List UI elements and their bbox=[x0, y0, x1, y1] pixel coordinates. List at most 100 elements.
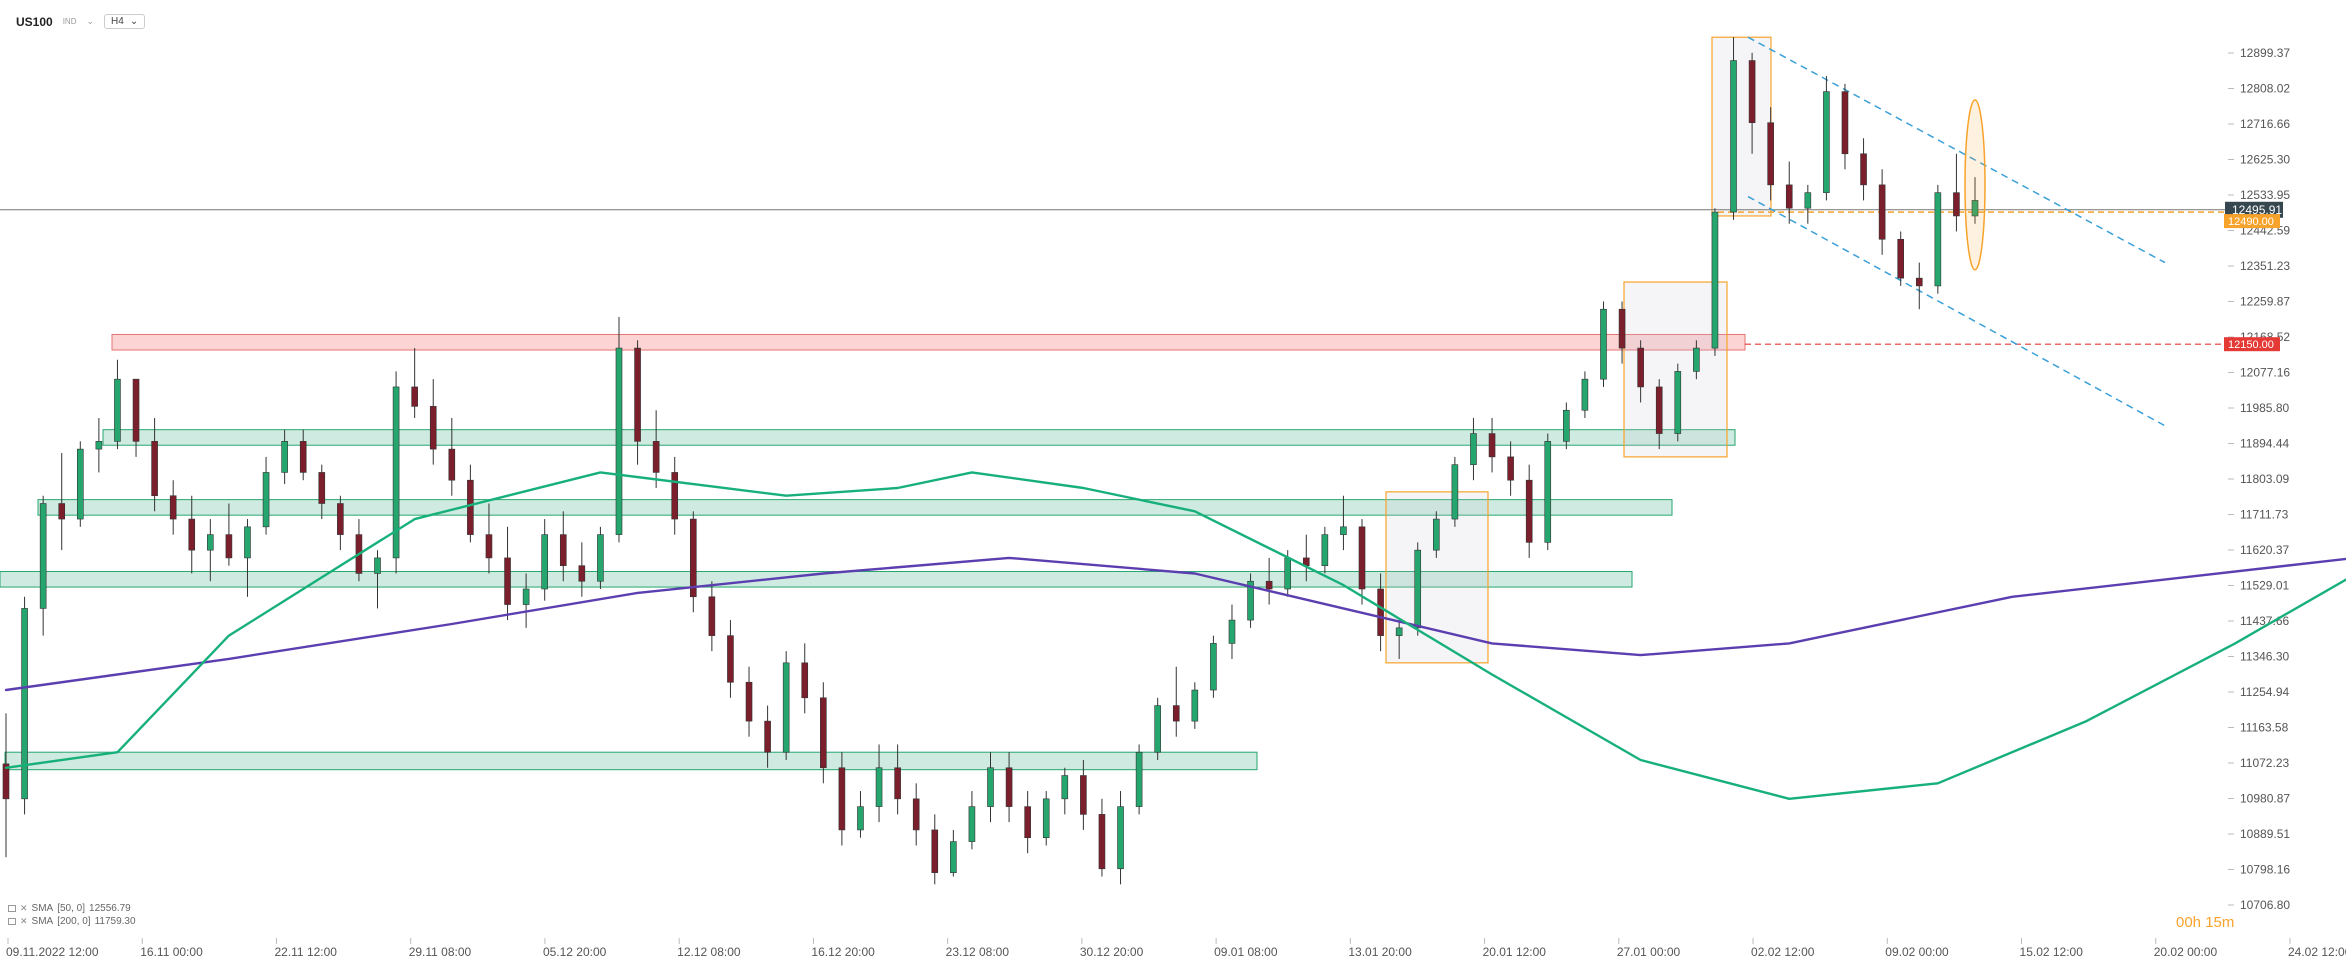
y-tick-label: 12533.95 bbox=[2240, 188, 2290, 202]
candle-body bbox=[1915, 277, 1923, 287]
candle-body bbox=[1748, 60, 1756, 124]
y-tick-label: 10889.51 bbox=[2240, 827, 2290, 841]
candle-body bbox=[1358, 526, 1366, 590]
y-tick-label: 11620.37 bbox=[2240, 543, 2289, 557]
chart-header: US100 IND ⌄ H4 ⌄ bbox=[16, 14, 146, 29]
candle-body bbox=[1711, 211, 1719, 349]
y-tick-label: 11803.09 bbox=[2240, 472, 2289, 486]
candle-body bbox=[1377, 588, 1384, 636]
sma50-line bbox=[4, 471, 2346, 800]
y-tick-label: 11894.44 bbox=[2240, 437, 2289, 451]
candle-body bbox=[1284, 557, 1292, 590]
current-price-tag: 12495.91 bbox=[2225, 201, 2283, 218]
candle-body bbox=[1172, 705, 1180, 722]
candle-body bbox=[1860, 153, 1867, 186]
level-12490-tag-text: 12490.00 bbox=[2228, 216, 2274, 228]
y-tick-label: 11163.58 bbox=[2240, 721, 2289, 735]
candle-body bbox=[1897, 238, 1904, 279]
x-tick-label: 20.02 00:00 bbox=[2154, 945, 2218, 959]
timeframe-label: H4 bbox=[111, 16, 124, 27]
candle-body bbox=[114, 378, 121, 442]
legend-sma50-params: [50, 0] bbox=[57, 903, 86, 914]
candle-body bbox=[1340, 526, 1347, 535]
y-tick-label: 10706.80 bbox=[2240, 898, 2290, 912]
chevron-down-icon[interactable]: ⌄ bbox=[86, 16, 95, 26]
candle-body bbox=[1451, 464, 1459, 520]
candle-body bbox=[169, 495, 177, 520]
candle-body bbox=[597, 534, 604, 582]
legend-sma50[interactable]: ✕ SMA [50, 0] 12556.79 bbox=[8, 902, 136, 915]
highlight-ellipse bbox=[1964, 99, 1986, 271]
candle-body bbox=[931, 829, 939, 873]
candle-body bbox=[485, 534, 493, 559]
candle-body bbox=[708, 596, 716, 636]
candle-timer: 00h 15m bbox=[2176, 914, 2235, 931]
candle-body bbox=[987, 767, 994, 807]
candle-body bbox=[504, 557, 511, 605]
candle-body bbox=[1117, 806, 1124, 870]
candle-body bbox=[207, 534, 214, 551]
legend-sma200[interactable]: ✕ SMA [200, 0] 11759.30 bbox=[8, 915, 136, 928]
candle-body bbox=[559, 534, 567, 566]
timeframe-selector[interactable]: H4 ⌄ bbox=[104, 14, 146, 29]
candle-body bbox=[1414, 549, 1422, 629]
level-12490-tag bbox=[2224, 214, 2280, 229]
candle-body bbox=[262, 472, 270, 528]
y-tick-label: 10798.16 bbox=[2240, 862, 2290, 876]
candle-body bbox=[1804, 192, 1812, 209]
symbol-label[interactable]: US100 bbox=[16, 14, 53, 29]
candle-body bbox=[1581, 378, 1589, 411]
candle-body bbox=[1321, 534, 1329, 566]
timeframe-chevron-icon: ⌄ bbox=[129, 16, 139, 27]
candle-body bbox=[1433, 518, 1440, 551]
y-tick-label: 12077.16 bbox=[2240, 365, 2290, 379]
x-tick-label: 22.11 12:00 bbox=[274, 945, 337, 959]
candle-body bbox=[429, 406, 437, 450]
candle-body bbox=[1098, 814, 1106, 870]
candle-body bbox=[1934, 192, 1942, 287]
support-zone bbox=[102, 429, 1736, 446]
candle-body bbox=[1525, 479, 1533, 543]
y-tick-label: 12808.02 bbox=[2240, 81, 2290, 95]
candle-body bbox=[615, 347, 623, 535]
candle-body bbox=[1600, 308, 1607, 380]
y-tick-label: 10980.87 bbox=[2240, 792, 2290, 806]
candle-body bbox=[875, 767, 883, 807]
x-tick-label: 12.12 08:00 bbox=[677, 945, 741, 959]
candle-body bbox=[1785, 184, 1793, 209]
candle-body bbox=[1024, 806, 1031, 838]
candle-body bbox=[1544, 441, 1552, 543]
candle-body bbox=[188, 518, 196, 551]
candle-body bbox=[912, 798, 920, 831]
candle-body bbox=[1563, 409, 1570, 442]
highlight-box bbox=[1711, 36, 1772, 217]
indicator-legend: ✕ SMA [50, 0] 12556.79 ✕ SMA [200, 0] 11… bbox=[8, 902, 136, 928]
candle-body bbox=[1841, 91, 1849, 155]
x-tick-label: 09.02 00:00 bbox=[1885, 945, 1949, 959]
y-tick-label: 11985.80 bbox=[2240, 401, 2289, 415]
x-tick-label: 09.01 08:00 bbox=[1214, 945, 1278, 959]
candle-body bbox=[299, 441, 307, 473]
candle-body bbox=[374, 557, 381, 574]
candle-body bbox=[838, 767, 846, 831]
candle-body bbox=[634, 347, 641, 442]
close-icon[interactable]: ✕ bbox=[20, 916, 28, 926]
candle-body bbox=[1061, 775, 1069, 800]
legend-sma200-params: [200, 0] bbox=[57, 916, 91, 927]
y-tick-label: 11437.66 bbox=[2240, 614, 2289, 628]
y-tick-label: 12259.87 bbox=[2240, 295, 2290, 309]
channel-lower-line bbox=[1747, 195, 2166, 427]
candle-body bbox=[1767, 122, 1774, 186]
y-tick-label: 11346.30 bbox=[2240, 649, 2289, 663]
candle-body bbox=[652, 441, 660, 473]
close-icon[interactable]: ✕ bbox=[20, 903, 28, 913]
candle-body bbox=[578, 565, 586, 582]
candle-body bbox=[225, 534, 233, 559]
indicator-settings-icon[interactable] bbox=[8, 905, 16, 912]
candle-body bbox=[1878, 184, 1886, 240]
y-tick-label: 12899.37 bbox=[2240, 46, 2290, 60]
indicator-settings-icon[interactable] bbox=[8, 918, 16, 925]
candle-body bbox=[1655, 386, 1663, 434]
sma200-line bbox=[4, 556, 2346, 692]
